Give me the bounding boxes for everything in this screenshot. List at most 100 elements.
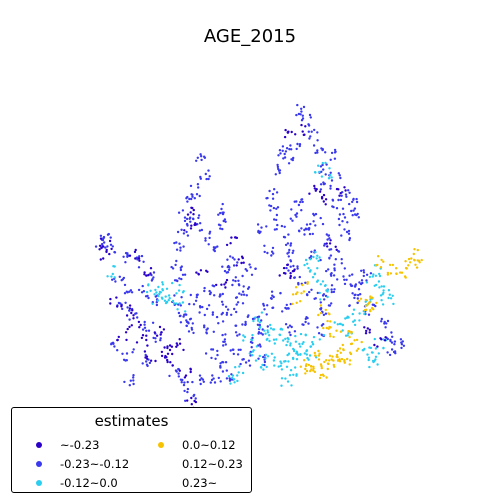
map-point — [191, 195, 194, 198]
map-point — [303, 359, 306, 362]
map-point — [351, 292, 354, 295]
map-point — [231, 256, 234, 259]
map-point — [236, 379, 239, 383]
map-point — [399, 271, 402, 274]
map-point — [319, 283, 322, 286]
map-point — [185, 324, 188, 327]
map-point — [164, 295, 167, 298]
map-point — [145, 355, 149, 358]
map-point — [340, 262, 343, 265]
map-point — [124, 261, 127, 264]
map-point — [212, 246, 216, 249]
map-point — [184, 399, 187, 402]
map-point — [141, 334, 145, 337]
map-point — [337, 198, 340, 202]
map-point — [186, 200, 189, 203]
map-point — [223, 269, 227, 273]
map-point — [180, 296, 183, 299]
map-point — [275, 191, 279, 194]
map-point — [178, 302, 181, 305]
map-point — [282, 339, 285, 342]
map-point — [324, 308, 327, 312]
map-point — [328, 242, 332, 245]
map-point — [224, 305, 228, 308]
map-point — [241, 274, 244, 278]
map-point — [295, 373, 298, 376]
map-point — [343, 360, 346, 363]
map-point — [413, 259, 416, 262]
map-point — [379, 294, 383, 297]
map-point — [330, 290, 333, 294]
map-point — [289, 342, 292, 345]
map-point — [413, 248, 416, 251]
map-point — [328, 313, 331, 316]
legend-dot-icon — [36, 480, 42, 486]
map-point — [263, 244, 266, 247]
map-point — [351, 273, 354, 276]
map-point — [352, 308, 356, 311]
map-point — [249, 340, 253, 344]
map-point — [189, 220, 192, 223]
map-point — [201, 305, 204, 309]
map-point — [259, 230, 262, 233]
map-point — [271, 306, 275, 309]
map-point — [326, 367, 329, 371]
map-point — [151, 321, 155, 324]
map-point — [124, 251, 128, 255]
map-point — [304, 320, 307, 324]
map-point — [241, 302, 245, 305]
map-point — [263, 360, 267, 364]
map-point — [197, 216, 200, 220]
map-point — [312, 335, 316, 339]
map-point — [347, 332, 350, 335]
map-point — [291, 219, 294, 222]
map-point — [224, 281, 228, 284]
map-point — [276, 165, 280, 169]
map-point — [339, 351, 342, 354]
map-point — [302, 105, 306, 109]
map-point — [220, 207, 223, 211]
map-point — [220, 300, 224, 303]
map-point — [231, 374, 235, 377]
map-point — [190, 224, 193, 227]
map-point — [261, 333, 264, 336]
map-point — [357, 293, 360, 297]
map-point — [323, 242, 326, 246]
map-point — [284, 243, 288, 247]
map-point — [228, 266, 231, 269]
map-point — [210, 348, 213, 351]
map-point — [338, 358, 341, 361]
map-point — [320, 147, 323, 150]
map-point — [245, 294, 248, 297]
map-point — [325, 242, 328, 245]
map-point — [382, 346, 385, 350]
map-point — [337, 250, 341, 253]
map-point — [305, 223, 309, 226]
map-point — [233, 381, 236, 384]
map-point — [294, 133, 297, 136]
map-point — [387, 296, 390, 300]
map-point — [165, 287, 169, 290]
map-point — [132, 379, 135, 382]
map-point — [273, 228, 277, 231]
map-point — [357, 216, 360, 219]
map-point — [311, 340, 314, 344]
map-point — [286, 131, 289, 134]
map-point — [225, 311, 229, 315]
map-point — [182, 245, 185, 248]
map-point — [171, 299, 175, 303]
map-point — [117, 335, 121, 339]
map-point — [328, 332, 332, 336]
map-point — [314, 212, 318, 216]
map-point — [373, 343, 376, 347]
map-point — [342, 275, 345, 278]
map-point — [190, 403, 193, 406]
map-point — [372, 303, 376, 307]
map-point — [174, 369, 178, 372]
map-point — [212, 285, 216, 288]
map-point — [234, 324, 237, 327]
map-point — [273, 342, 276, 345]
map-point — [183, 376, 187, 379]
map-point — [145, 334, 148, 337]
map-point — [352, 198, 355, 201]
